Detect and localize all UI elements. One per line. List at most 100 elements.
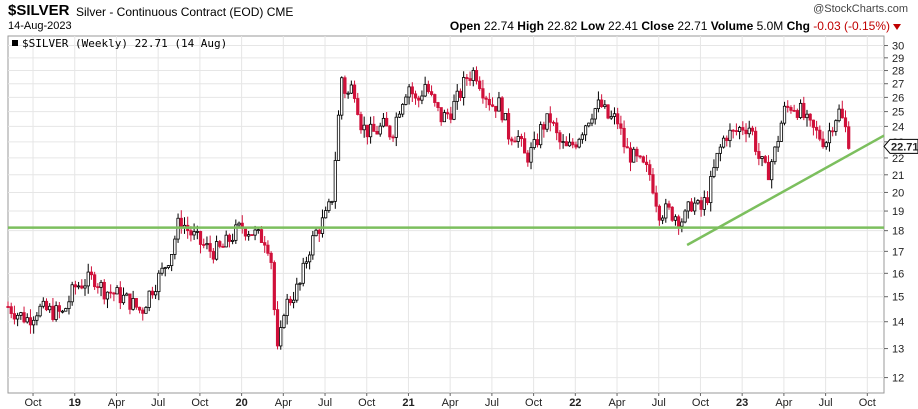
y-tick-label: 18 — [892, 226, 904, 238]
candle-body — [99, 281, 103, 288]
candle-body — [693, 202, 697, 212]
candle-body — [253, 229, 257, 236]
candle-body — [545, 113, 549, 130]
candle-body — [359, 114, 363, 131]
candle-body — [144, 307, 148, 314]
candle-body — [741, 127, 745, 131]
candle-body — [368, 123, 373, 138]
stockcharts-credit[interactable]: @StockCharts.com — [813, 3, 908, 15]
candle-body — [667, 203, 671, 208]
candle-body — [452, 100, 456, 120]
candle-body — [680, 221, 684, 227]
candle-body — [362, 124, 366, 131]
candle-body — [638, 155, 642, 158]
candle-body — [744, 129, 748, 135]
candle-body — [747, 127, 751, 135]
candle-body — [831, 130, 835, 133]
candle-body — [436, 102, 440, 108]
candle-body — [32, 319, 36, 326]
x-tick-label: Oct — [859, 397, 876, 409]
legend-swatch — [12, 40, 18, 46]
y-tick-label: 28 — [892, 66, 904, 78]
x-tick-label: Jul — [652, 397, 666, 409]
x-tick-label: 22 — [569, 397, 581, 409]
candle-body — [375, 131, 379, 135]
candle-body — [590, 118, 594, 124]
candle-body — [208, 243, 212, 252]
volume-value: 5.0M — [756, 19, 784, 33]
candle-body — [567, 141, 572, 147]
x-tick-label: 21 — [402, 397, 414, 409]
candle-body — [346, 92, 350, 95]
candle-body — [500, 97, 504, 121]
candle-body — [616, 113, 620, 125]
candle-body — [622, 127, 626, 148]
candle-body — [805, 113, 809, 119]
low-label: Low — [580, 19, 605, 33]
candle-body — [635, 148, 639, 157]
candle-body — [551, 121, 556, 124]
candle-body — [429, 91, 434, 95]
candle-body — [558, 132, 562, 143]
candle-body — [462, 77, 466, 98]
candle-body — [497, 97, 501, 112]
candle-body — [574, 144, 578, 148]
candle-body — [847, 126, 851, 149]
x-tick-label: Oct — [692, 397, 709, 409]
candle-body — [154, 291, 158, 296]
candle-body — [606, 104, 610, 119]
candle-body — [510, 138, 514, 142]
candle-body — [218, 241, 222, 247]
candle-body — [324, 210, 328, 219]
candle-body — [227, 234, 232, 242]
candle-body — [577, 138, 581, 148]
candle-body — [587, 122, 591, 127]
candle-body — [397, 113, 402, 118]
candle-body — [506, 113, 511, 140]
candle-body — [295, 283, 299, 301]
candle-body — [269, 252, 273, 263]
candle-body — [365, 124, 369, 138]
candle-body — [349, 84, 353, 94]
candle-body — [54, 305, 58, 320]
candle-body — [163, 267, 167, 269]
candle-body — [205, 243, 209, 246]
candle-body — [516, 136, 520, 142]
candle-body — [779, 122, 783, 142]
candle-body — [16, 314, 20, 320]
ohlc-summary: Open 22.74 High 22.82 Low 22.41 Close 22… — [450, 19, 890, 33]
candle-body — [86, 271, 90, 287]
candle-body — [548, 113, 552, 123]
candle-body — [471, 70, 475, 81]
candle-body — [789, 107, 793, 111]
candle-body — [285, 298, 289, 317]
candle-body — [834, 120, 838, 132]
candle-body — [25, 317, 29, 323]
candle-body — [356, 98, 360, 115]
x-tick-label: 23 — [736, 397, 748, 409]
candle-body — [555, 122, 559, 134]
candle-body — [580, 134, 584, 140]
high-value: 22.82 — [547, 19, 578, 33]
candle-body — [221, 246, 225, 248]
candle-body — [343, 77, 347, 94]
candle-body — [465, 77, 469, 80]
candle-body — [455, 90, 459, 102]
candle-body — [272, 262, 276, 311]
candle-body — [449, 113, 453, 120]
candle-body — [60, 310, 65, 313]
candle-body — [795, 110, 799, 118]
candle-body — [526, 152, 530, 163]
candle-body — [487, 98, 491, 106]
candle-body — [802, 102, 806, 119]
x-tick-label: Oct — [525, 397, 542, 409]
candle-body — [468, 78, 472, 81]
low-value: 22.41 — [608, 19, 639, 33]
x-tick-label: Jul — [151, 397, 165, 409]
candle-body — [57, 305, 61, 312]
x-tick-label: Apr — [108, 397, 125, 409]
x-tick-label: Jul — [819, 397, 833, 409]
candle-body — [259, 229, 264, 243]
candle-body — [715, 152, 719, 169]
